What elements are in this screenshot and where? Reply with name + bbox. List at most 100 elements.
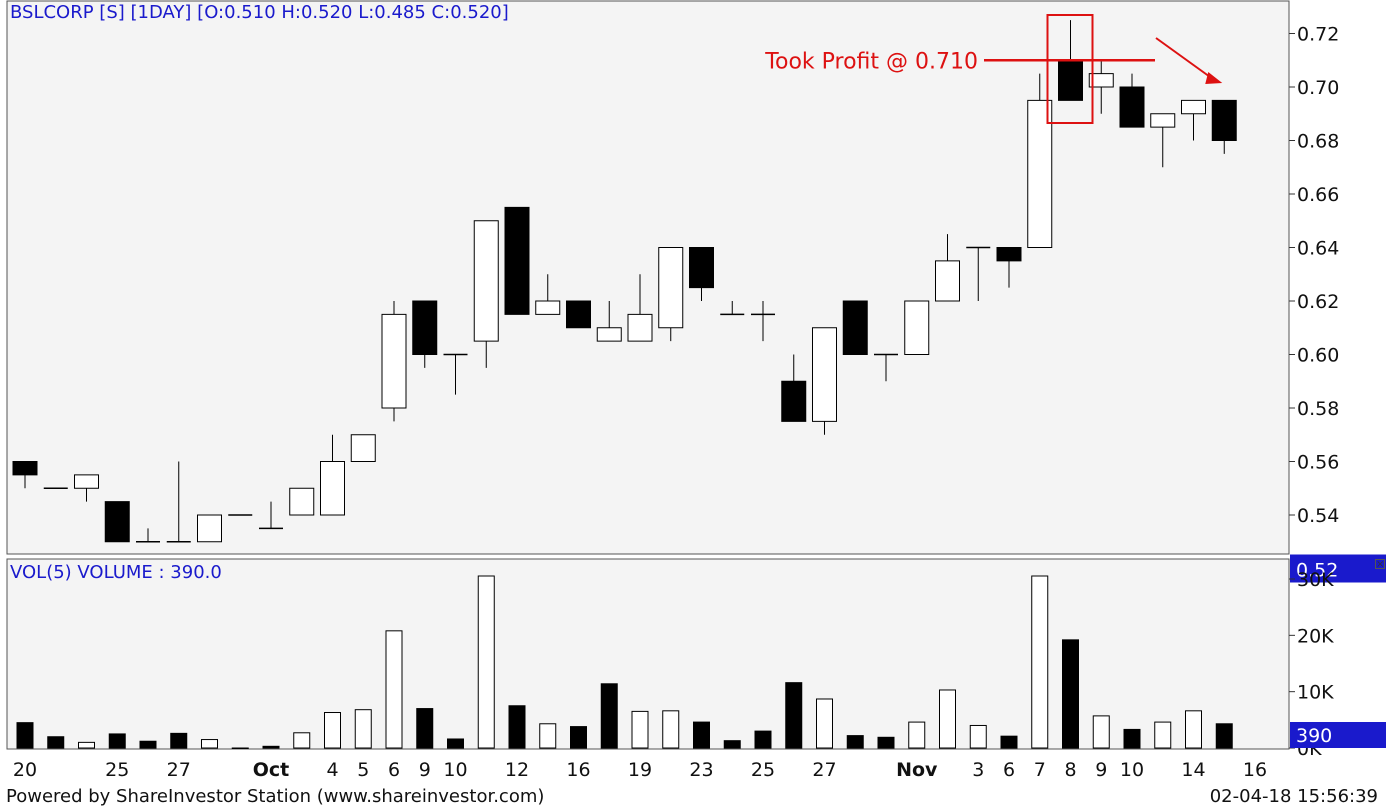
volume-bar: [846, 735, 864, 749]
price-tick-label: 0.66: [1297, 184, 1339, 206]
timestamp-footer: 02-04-18 15:56:39: [1209, 786, 1378, 807]
volume-bar: [1123, 728, 1141, 749]
volume-bar: [1154, 721, 1172, 749]
date-tick-label: 12: [505, 759, 529, 781]
date-tick-label: 25: [751, 759, 775, 781]
candle-up: [74, 474, 99, 489]
price-panel-title: BSLCORP [S] [1DAY] [O:0.510 H:0.520 L:0.…: [10, 2, 509, 23]
date-tick-label: 7: [1034, 759, 1046, 781]
date-tick-label: 27: [167, 759, 191, 781]
candle-up: [350, 434, 376, 462]
volume-bar: [969, 724, 987, 749]
volume-bar: [477, 575, 495, 749]
date-tick-label: 19: [628, 759, 652, 781]
candle-up: [935, 260, 960, 302]
volume-panel-title: VOL(5) VOLUME : 390.0: [10, 562, 222, 583]
date-tick-label: 16: [566, 759, 590, 781]
price-tick-label: 0.60: [1297, 345, 1339, 367]
volume-tick-label: 20K: [1297, 625, 1334, 647]
volume-bar: [324, 712, 341, 749]
annotation-group: Took Profit @ 0.710: [764, 14, 1223, 124]
date-tick-label: Nov: [896, 759, 938, 781]
took-profit-label: Took Profit @ 0.710: [764, 49, 978, 74]
powered-by-footer: Powered by ShareInvestor Station (www.sh…: [6, 786, 545, 807]
price-tick-label: 0.54: [1297, 505, 1339, 527]
volume-bar: [1092, 715, 1110, 749]
price-tick-label: 0.62: [1297, 291, 1339, 313]
volume-bar: [231, 747, 249, 749]
volume-bar: [1185, 710, 1202, 749]
date-tick-label: 6: [1003, 759, 1015, 781]
date-tick-label: 4: [326, 759, 338, 781]
volume-tick-label: 10K: [1297, 682, 1334, 704]
candle-down: [504, 206, 530, 315]
last-volume-label: 390: [1296, 725, 1332, 747]
date-tick-label: 10: [443, 759, 467, 781]
volume-bar: [908, 721, 926, 749]
date-tick-label: 23: [689, 759, 713, 781]
volume-bar: [262, 745, 280, 749]
date-tick-label: 16: [1243, 759, 1267, 781]
volume-tick-label: 30K: [1297, 569, 1334, 591]
price-tick-label: 0.56: [1297, 452, 1339, 474]
candle-down: [842, 300, 868, 355]
volume-bar: [354, 709, 372, 749]
date-tick-label: 25: [105, 759, 129, 781]
candle-up: [473, 220, 499, 342]
candle-up: [1027, 99, 1053, 248]
candle-down: [781, 380, 807, 422]
candle-up: [596, 327, 622, 342]
candle-down: [566, 300, 591, 329]
candle-down: [12, 461, 38, 476]
volume-bar: [570, 726, 587, 749]
volume-bar: [877, 736, 895, 749]
date-tick-label: 27: [812, 759, 836, 781]
date-tick-label: 20: [13, 759, 37, 781]
candle-up: [1181, 99, 1206, 115]
volume-bar: [1031, 575, 1049, 749]
last-price-badge: [1290, 554, 1386, 583]
candle-up: [535, 300, 561, 315]
volume-bar: [723, 740, 741, 749]
candle-up: [1088, 73, 1114, 88]
volume-bar: [816, 698, 833, 749]
price-tick-label: 0.70: [1297, 77, 1339, 99]
volume-bar: [600, 683, 618, 749]
candle-down: [1211, 99, 1237, 141]
price-tick-label: 0.64: [1297, 238, 1339, 260]
candle-up: [320, 461, 345, 516]
date-tick-label: 8: [1064, 759, 1076, 781]
volume-bar: [508, 705, 526, 749]
candle-up: [289, 487, 315, 516]
last-volume-badge: [1290, 722, 1386, 748]
volume-bar: [939, 689, 956, 749]
volume-bar: [1062, 639, 1079, 749]
candle-down: [1058, 59, 1083, 101]
volume-bar: [539, 723, 557, 749]
volume-bar: [385, 630, 403, 749]
date-tick-label: 6: [388, 759, 400, 781]
volume-bar: [416, 708, 434, 749]
candle-down: [996, 247, 1022, 262]
candle-up: [627, 313, 653, 342]
date-tick-label: 3: [972, 759, 984, 781]
volume-bar: [108, 733, 126, 749]
date-tick-label: 9: [419, 759, 431, 781]
volume-bar: [170, 732, 188, 749]
volume-bar: [16, 722, 34, 749]
volume-bar: [631, 710, 649, 749]
volume-bar: [754, 730, 772, 749]
volume-bar: [47, 736, 65, 749]
volume-bar: [139, 740, 157, 749]
close-box-icon[interactable]: ×: [1375, 559, 1385, 570]
price-tick-label: 0.68: [1297, 131, 1339, 153]
date-tick-label: 14: [1181, 759, 1205, 781]
trend-arrow-line: [1155, 37, 1215, 81]
candle-up: [658, 247, 684, 329]
price-axis: 0.54 0.56 0.58 0.60 0.62 0.64 0.66 0.68 0.70 0.72…: [1289, 24, 1386, 583]
date-tick-label: Oct: [253, 759, 290, 781]
date-axis: 20 25 27 Oct 4 5 6 9 10 12 16 19 23 25 27 Nov 3 6 7 8 9 10 14 1…: [13, 759, 1267, 781]
candle-up: [197, 514, 222, 543]
